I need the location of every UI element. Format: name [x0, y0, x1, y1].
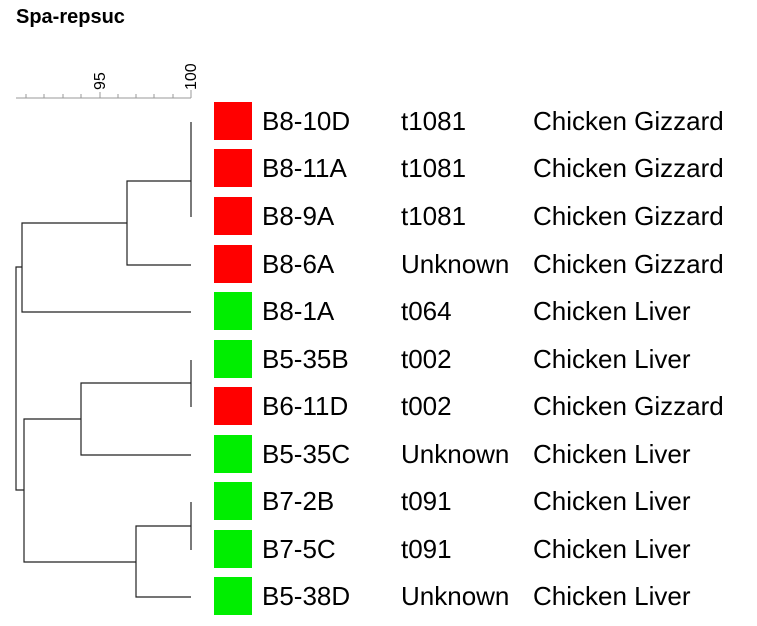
spa-type: t064: [401, 296, 452, 326]
sample-source: Chicken Liver: [533, 344, 691, 374]
source-color-swatch: [214, 577, 252, 615]
sample-source: Chicken Gizzard: [533, 201, 724, 231]
sample-source: Chicken Gizzard: [533, 249, 724, 279]
sample-row: B8-6A Unknown Chicken Gizzard: [214, 245, 757, 285]
spa-type: Unknown: [401, 581, 510, 611]
sample-source: Chicken Gizzard: [533, 106, 724, 136]
sample-row: B5-35B t002 Chicken Liver: [214, 340, 757, 380]
spa-type: Unknown: [401, 439, 510, 469]
sample-source: Chicken Gizzard: [533, 153, 724, 183]
sample-row: B5-38D Unknown Chicken Liver: [214, 577, 757, 617]
sample-row: B6-11D t002 Chicken Gizzard: [214, 387, 757, 427]
spa-type: t1081: [401, 153, 467, 183]
dendrogram-branches: [15, 122, 192, 598]
isolate-id: B8-9A: [262, 201, 335, 231]
isolate-id: B7-5C: [262, 534, 336, 564]
sample-row: B8-11A t1081 Chicken Gizzard: [214, 149, 757, 189]
spa-type: t1081: [401, 106, 467, 136]
sample-row: B5-35C Unknown Chicken Liver: [214, 435, 757, 475]
spa-type: t002: [401, 391, 452, 421]
spa-type: t091: [401, 486, 452, 516]
source-color-swatch: [214, 292, 252, 330]
isolate-id: B8-1A: [262, 296, 335, 326]
isolate-id: B5-35C: [262, 439, 351, 469]
source-color-swatch: [214, 102, 252, 140]
source-color-swatch: [214, 435, 252, 473]
sample-source: Chicken Gizzard: [533, 391, 724, 421]
source-color-swatch: [214, 245, 252, 283]
isolate-id: B6-11D: [262, 391, 349, 421]
source-color-swatch: [214, 149, 252, 187]
isolate-id: B5-38D: [262, 581, 351, 611]
figure-title: Spa-repsuc: [16, 6, 125, 28]
sample-row: B8-10D t1081 Chicken Gizzard: [214, 102, 757, 142]
isolate-id: B8-10D: [262, 106, 351, 136]
sample-row: B7-5C t091 Chicken Liver: [214, 530, 757, 570]
sample-source: Chicken Liver: [533, 439, 691, 469]
source-color-swatch: [214, 530, 252, 568]
spa-type: Unknown: [401, 249, 510, 279]
source-color-swatch: [214, 387, 252, 425]
isolate-id: B7-2B: [262, 486, 335, 516]
spa-type: t091: [401, 534, 452, 564]
sample-row: B8-1A t064 Chicken Liver: [214, 292, 757, 332]
similarity-scale: [16, 90, 192, 99]
isolate-id: B5-35B: [262, 344, 349, 374]
spa-type: t1081: [401, 201, 467, 231]
sample-source: Chicken Liver: [533, 486, 691, 516]
spa-type: t002: [401, 344, 452, 374]
source-color-swatch: [214, 482, 252, 520]
sample-row: B7-2B t091 Chicken Liver: [214, 482, 757, 522]
source-color-swatch: [214, 197, 252, 235]
sample-source: Chicken Liver: [533, 534, 691, 564]
dendrogram: [15, 90, 192, 598]
sample-source: Chicken Liver: [533, 296, 691, 326]
source-color-swatch: [214, 340, 252, 378]
sample-row: B8-9A t1081 Chicken Gizzard: [214, 197, 757, 237]
sample-source: Chicken Liver: [533, 581, 691, 611]
isolate-id: B8-6A: [262, 249, 335, 279]
isolate-id: B8-11A: [262, 153, 347, 183]
